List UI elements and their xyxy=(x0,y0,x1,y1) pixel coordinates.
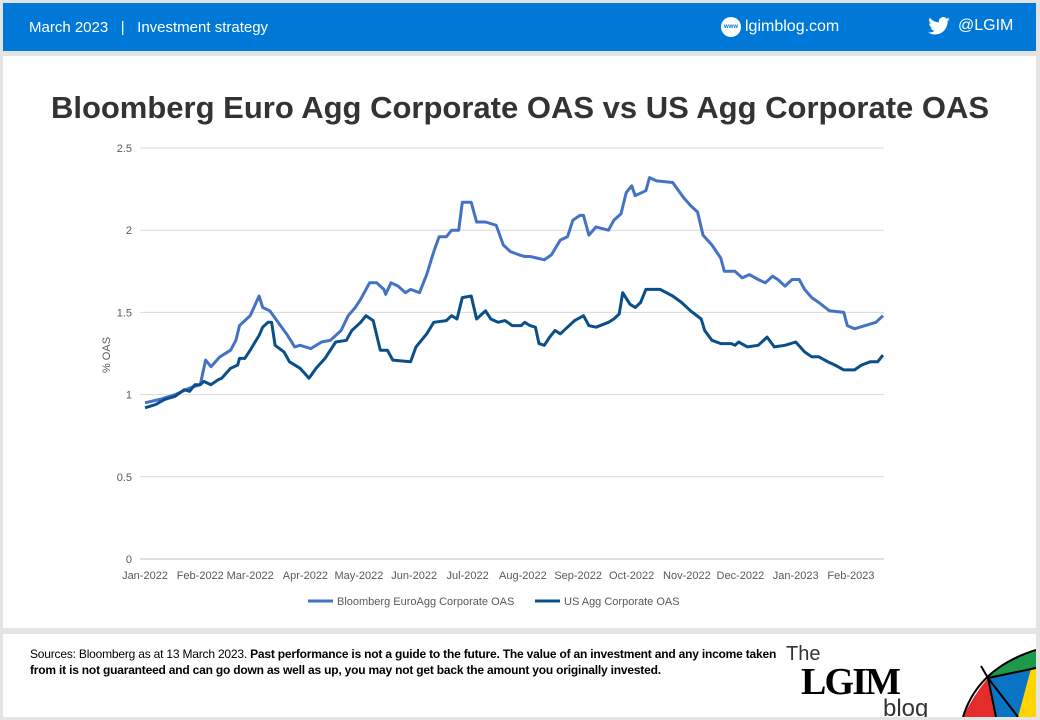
x-tick-label: Jun-2022 xyxy=(391,570,437,582)
y-tick-label: 1 xyxy=(126,390,132,402)
euro-agg-oas-line xyxy=(144,176,885,405)
header-category[interactable]: Investment strategy xyxy=(137,19,269,36)
header-date: March 2023 xyxy=(29,19,109,36)
header-meta: March 2023 | Investment strategy xyxy=(29,19,268,36)
chart-panel xyxy=(3,56,1036,628)
x-tick-labels: Jan-2022 Feb-2022 Mar-2022 Apr-2022 May-2022… xyxy=(122,570,874,582)
x-tick-label: May-2022 xyxy=(334,570,383,582)
x-tick-label: Dec-2022 xyxy=(717,570,765,582)
twitter-bird-icon xyxy=(928,17,950,35)
x-tick-label: Aug-2022 xyxy=(499,570,547,582)
logo-lgim: LGIM xyxy=(801,661,901,703)
legend-label-euro: Bloomberg EuroAgg Corporate OAS xyxy=(337,596,514,608)
line-chart: 0 0.5 1 1.5 2 2.5 Jan-2022 Feb-2022 Mar-2022 Apr… xyxy=(101,143,885,608)
x-tick-label: Mar-2022 xyxy=(227,570,274,582)
y-tick-label: 0.5 xyxy=(117,472,132,484)
umbrella-logo-icon: The LGIM blog xyxy=(786,643,1036,717)
website-text[interactable]: lgimblog.com xyxy=(745,18,840,35)
twitter-handle[interactable]: @LGIM xyxy=(958,17,1014,34)
y-axis-label: % OAS xyxy=(101,337,113,373)
logo-blog: blog xyxy=(883,695,928,717)
y-tick-label: 2 xyxy=(126,225,132,237)
series-lines xyxy=(144,176,885,410)
us-agg-oas-line xyxy=(144,287,885,410)
header-bar: March 2023 | Investment strategy www lgi… xyxy=(3,3,1036,51)
x-tick-label: Jul-2022 xyxy=(447,570,489,582)
header-separator: | xyxy=(120,19,125,36)
x-tick-label: Oct-2022 xyxy=(609,570,654,582)
y-tick-label: 0 xyxy=(126,554,132,566)
website-link[interactable]: www lgimblog.com xyxy=(721,17,839,37)
sources-text: Sources: Bloomberg as at 13 March 2023. xyxy=(30,647,251,661)
x-tick-label: Feb-2023 xyxy=(827,570,874,582)
x-tick-label: Sep-2022 xyxy=(554,570,602,582)
y-tick-label: 2.5 xyxy=(117,143,132,155)
x-tick-label: Feb-2022 xyxy=(177,570,224,582)
legend: Bloomberg EuroAgg Corporate OAS US Agg C… xyxy=(308,596,680,608)
y-tick-label: 1.5 xyxy=(117,307,132,319)
lgim-blog-logo[interactable]: The LGIM blog xyxy=(783,638,1036,717)
x-tick-label: Apr-2022 xyxy=(283,570,328,582)
disclaimer-text: Past performance is not a guide to the f… xyxy=(30,647,777,677)
twitter-link[interactable]: @LGIM xyxy=(928,17,1013,35)
x-tick-label: Jan-2023 xyxy=(773,570,819,582)
chart-title: Bloomberg Euro Agg Corporate OAS vs US A… xyxy=(50,90,990,125)
www-globe-icon: www xyxy=(721,17,741,37)
x-tick-label: Nov-2022 xyxy=(663,570,711,582)
y-tick-labels: 0 0.5 1 1.5 2 2.5 xyxy=(117,143,132,566)
legend-label-us: US Agg Corporate OAS xyxy=(564,596,680,608)
footer: Sources: Bloomberg as at 13 March 2023. … xyxy=(3,634,1036,717)
disclaimer-note: Sources: Bloomberg as at 13 March 2023. … xyxy=(30,646,790,678)
gridlines xyxy=(140,147,884,560)
logo-the: The xyxy=(786,643,820,665)
x-tick-label: Jan-2022 xyxy=(122,570,168,582)
